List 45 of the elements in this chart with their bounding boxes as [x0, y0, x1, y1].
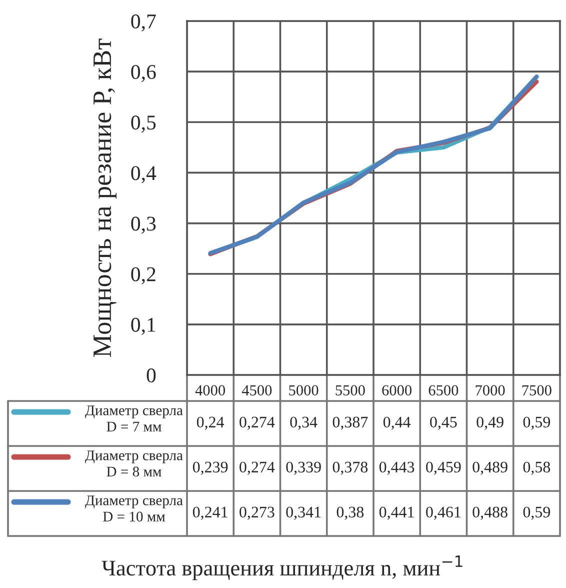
data-label: 0,45: [430, 416, 457, 430]
x-tick-label: 6000: [382, 385, 412, 396]
data-label: 0,273: [240, 506, 274, 520]
data-label: 0,241: [192, 506, 228, 520]
data-label: 0,59: [523, 506, 550, 520]
data-label: 0,38: [336, 506, 364, 520]
data-label: 0,49: [476, 416, 504, 430]
y-tick-label: 0,5: [131, 116, 156, 133]
data-label: 0,459: [426, 462, 461, 475]
data-label: 0,339: [286, 462, 321, 475]
y-tick-label: 0,6: [131, 64, 156, 82]
x-tick-label: 5500: [336, 385, 365, 396]
y-tick-label: 0,7: [131, 14, 156, 32]
data-label: 0,341: [286, 506, 321, 520]
data-label: 0,488: [472, 506, 508, 520]
data-label: 0,34: [290, 416, 318, 430]
data-label: 0,461: [426, 506, 460, 520]
data-label: 0,239: [192, 462, 228, 475]
data-label: 0,274: [240, 416, 275, 430]
y-tick-label: 0,1: [131, 318, 156, 335]
x-tick-label: 4500: [242, 385, 272, 396]
data-label: 0,24: [196, 416, 224, 430]
x-tick-label: 5000: [289, 385, 318, 396]
data-label: 0,489: [472, 462, 508, 475]
y-axis-title: Мощность на резание P, кВт: [94, 38, 117, 357]
x-tick-label: 7000: [476, 385, 505, 396]
data-label: 0,387: [332, 416, 368, 430]
y-tick-label: 0,2: [131, 267, 156, 284]
y-tick-label: 0: [146, 368, 156, 382]
legend-label: Диаметр сверла D = 8 мм: [85, 450, 183, 477]
y-tick-label: 0,4: [131, 166, 156, 184]
legend-label: Диаметр сверла D = 7 мм: [85, 406, 183, 432]
x-tick-label: 6500: [428, 385, 458, 396]
text: Частота вращения шпинделя n, мин$^{−1}$: [102, 556, 462, 580]
data-label: 0,274: [240, 462, 275, 475]
x-tick-label: 7500: [522, 385, 552, 396]
data-label: 0,378: [332, 462, 368, 475]
data-label: 0,441: [379, 506, 414, 520]
y-tick-label: 0,3: [131, 216, 156, 234]
data-label: 0,44: [383, 416, 411, 430]
x-tick-label: 4000: [195, 385, 226, 396]
data-label: 0,59: [523, 416, 550, 430]
data-label: 0,443: [379, 462, 414, 475]
legend-label: Диаметр сверла D = 10 мм: [85, 496, 183, 522]
data-label: 0,58: [523, 462, 550, 475]
